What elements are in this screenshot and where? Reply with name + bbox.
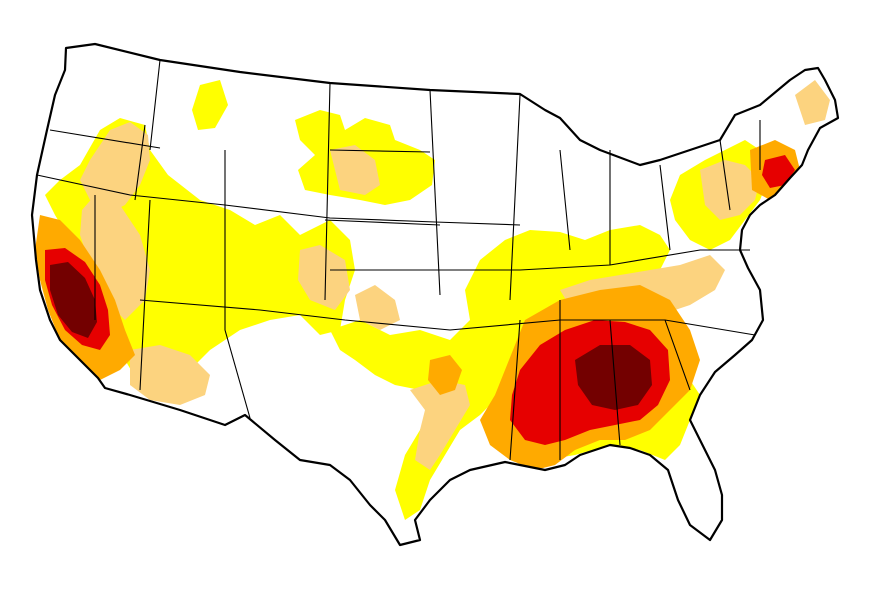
zone-tan-nevada [80,195,150,320]
zone-tan-maine [795,80,830,125]
zone-tan-texas-east [410,380,470,470]
state-boundaries [36,59,761,461]
zone-tan-plains [330,145,380,195]
zone-red-new-england [762,155,795,188]
zone-tan-arizona [130,345,210,405]
zone-darkred-california [50,262,97,338]
zone-tan-west [80,122,150,215]
zone-orange-texas [428,355,462,395]
zone-tan-kansas [355,285,400,330]
zone-tan-northeast [700,160,760,220]
zone-darkred-southeast [575,345,652,410]
zone-tan-colorado [298,245,350,310]
zone-yellow-south-central [330,225,670,520]
zone-yellow-montana [192,80,228,130]
